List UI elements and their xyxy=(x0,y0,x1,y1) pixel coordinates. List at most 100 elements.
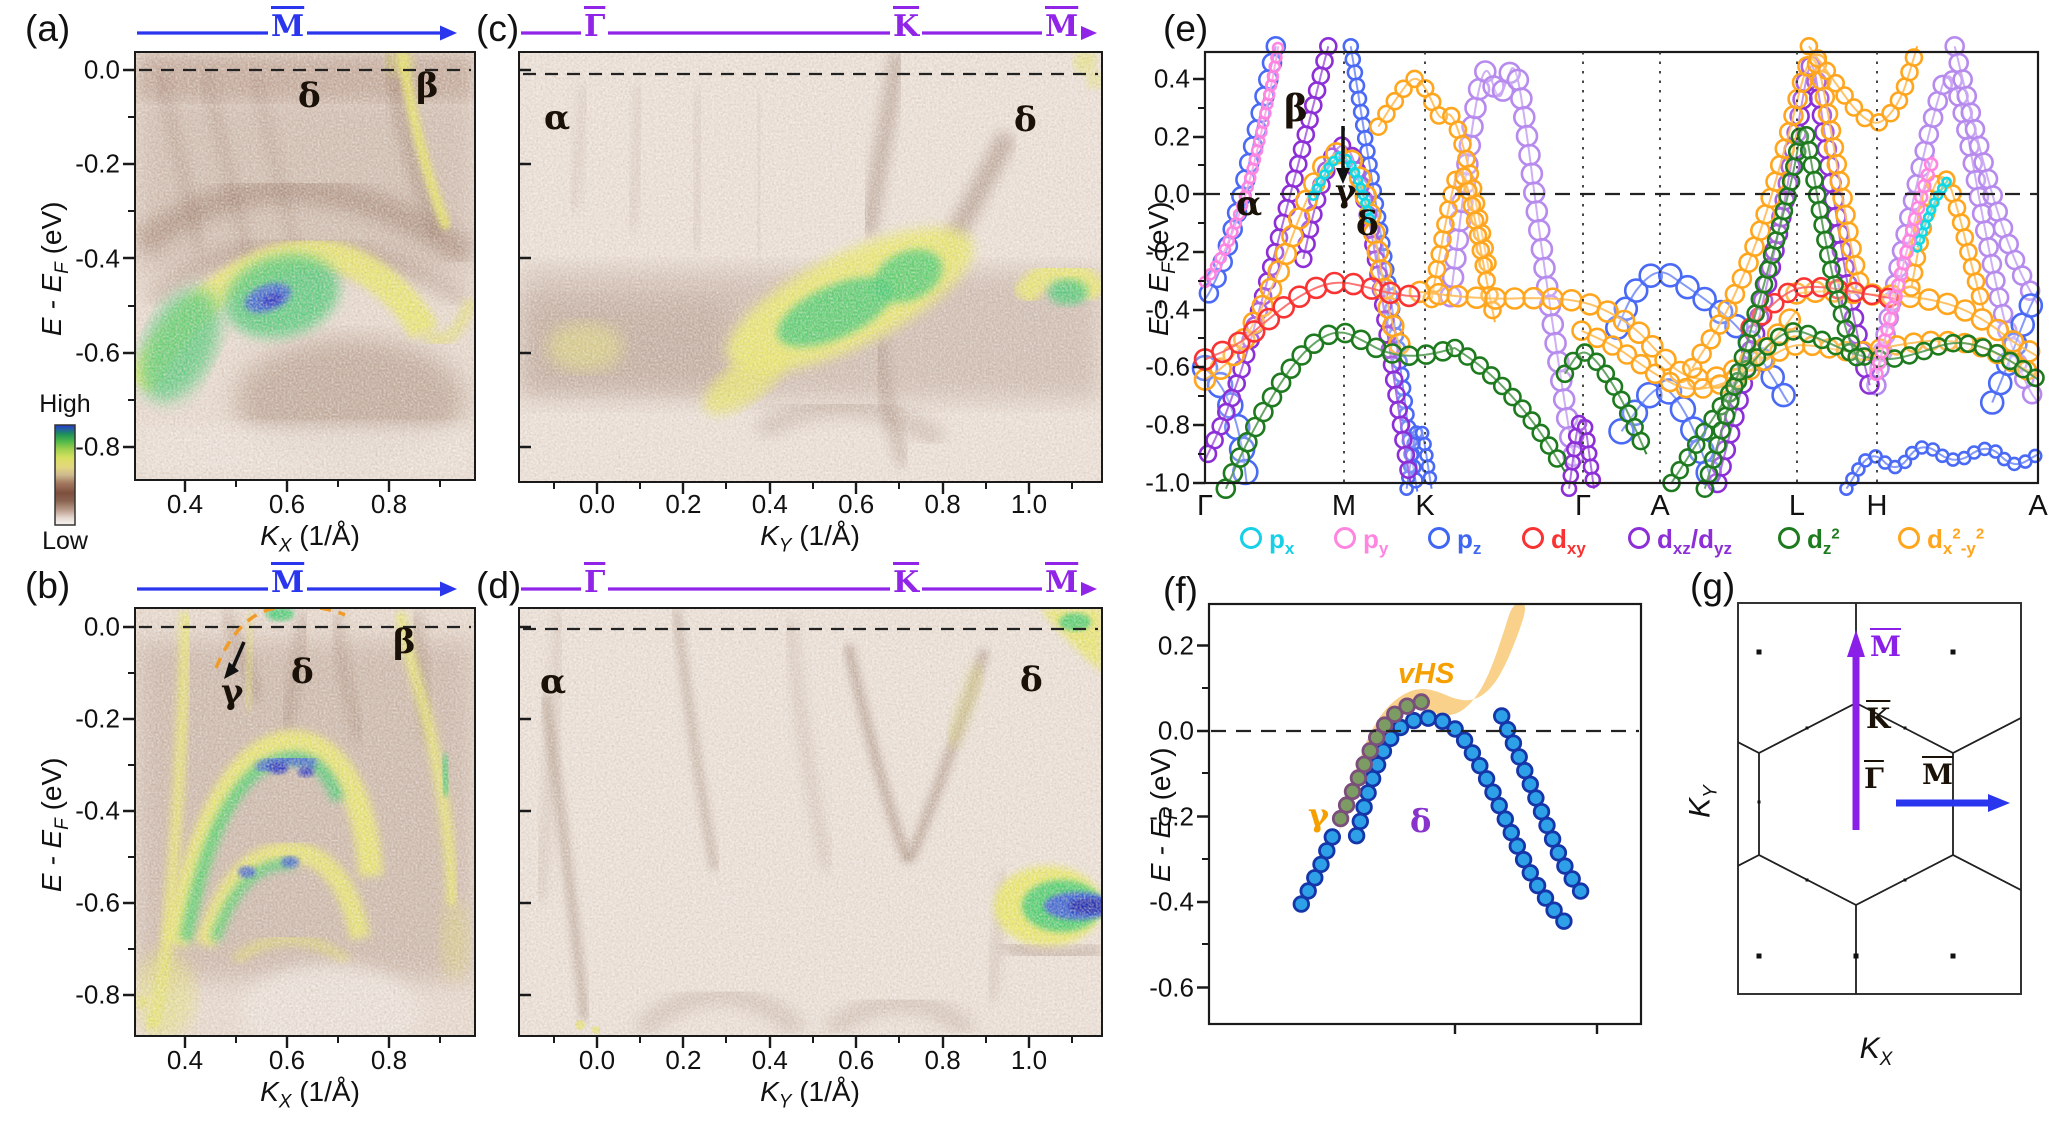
panel-b-map xyxy=(123,581,476,1048)
legend-pz-icon xyxy=(1428,527,1450,549)
tick-label: 0.6 xyxy=(838,489,875,519)
tick-label: -0.8 xyxy=(75,431,120,462)
panel-e-alpha-label: α xyxy=(1236,184,1263,224)
tick-label: K xyxy=(1415,490,1435,522)
panel-e-letter: (e) xyxy=(1163,8,1209,49)
legend-dx2y2-icon xyxy=(1898,527,1920,549)
colorbar-low-label: Low xyxy=(42,527,88,555)
panel-c-arrow-k: K xyxy=(890,11,923,43)
panel-b-beta-label: β xyxy=(393,622,416,662)
panel-b-xlabel: KX (1/Å) xyxy=(260,1076,360,1113)
tick-label: 0.4 xyxy=(166,1045,204,1075)
tick-label: A xyxy=(2028,490,2048,522)
panel-f-chart xyxy=(1197,602,1643,1034)
tick-label: 0.4 xyxy=(751,1045,788,1075)
tick-label: -0.4 xyxy=(1149,886,1194,917)
panel-b-gamma-label: γ xyxy=(221,672,244,712)
tick-label: 0.0 xyxy=(578,1045,616,1075)
panel-g-gammabar-label: Γ xyxy=(1864,762,1884,795)
legend-px-icon xyxy=(1240,527,1262,549)
panel-c-arrow-gamma: Γ xyxy=(581,11,609,43)
panel-a-letter: (a) xyxy=(25,8,71,49)
tick-label: Γ xyxy=(1197,490,1213,522)
panel-g-mbar-top-label: M xyxy=(1870,630,1901,663)
panel-g-ylabel: KY xyxy=(1683,785,1722,818)
panel-a-beta-label: β xyxy=(416,66,439,106)
tick-label: -0.6 xyxy=(75,887,120,918)
tick-label: 0.2 xyxy=(665,489,702,519)
tick-label: 0.2 xyxy=(665,1045,702,1075)
panel-d-arrow-m: M xyxy=(1042,567,1082,599)
panel-f-gamma-label: γ xyxy=(1308,796,1330,834)
tick-label: 0.8 xyxy=(924,1045,961,1075)
tick-label: -0.4 xyxy=(75,795,120,826)
panel-d-alpha-label: α xyxy=(540,662,567,702)
panel-d-arrow-gamma: Γ xyxy=(581,567,609,599)
legend-dz2: dz2 xyxy=(1778,524,1840,559)
panel-g-mbar-right-label: M xyxy=(1922,758,1953,791)
legend-px: px xyxy=(1240,524,1294,559)
panel-d-map xyxy=(518,581,1103,1048)
panel-a-arrow-label: M xyxy=(268,11,308,43)
tick-label: -0.6 xyxy=(1145,351,1190,382)
panel-b-arrow-label: M xyxy=(268,567,308,599)
tick-label: -0.2 xyxy=(1149,801,1194,831)
tick-label: 0.6 xyxy=(268,489,306,519)
tick-label: 0.0 xyxy=(1157,715,1194,746)
tick-label: 0.4 xyxy=(1153,63,1190,94)
tick-label: 0.0 xyxy=(578,489,616,519)
panel-c-delta-label: δ xyxy=(1014,100,1037,140)
panel-a-delta-label: δ xyxy=(298,76,321,116)
panel-e-beta-label: β xyxy=(1284,88,1308,130)
legend-dxzyz-icon xyxy=(1628,527,1650,549)
legend-pz: pz xyxy=(1428,524,1481,559)
tick-label: 0.4 xyxy=(751,489,788,519)
panel-f-delta-label: δ xyxy=(1410,802,1432,840)
tick-label: 0.8 xyxy=(924,489,961,519)
tick-label: -0.6 xyxy=(1149,972,1194,1002)
panel-a-xlabel: KX (1/Å) xyxy=(260,520,360,557)
tick-label: Γ xyxy=(1575,490,1591,522)
panel-c-alpha-label: α xyxy=(544,98,571,138)
panel-d-letter: (d) xyxy=(476,565,522,606)
tick-label: -0.8 xyxy=(75,979,120,1010)
panel-d-arrow-k: K xyxy=(890,567,923,599)
tick-label: 0.0 xyxy=(83,54,120,85)
panel-b-delta-label: δ xyxy=(291,652,314,692)
legend-dz2-icon xyxy=(1778,527,1800,549)
panel-d-xlabel: KY (1/Å) xyxy=(760,1076,860,1113)
tick-label: H xyxy=(1866,490,1888,522)
tick-label: -0.2 xyxy=(75,148,120,179)
tick-label: A xyxy=(1650,490,1670,522)
tick-label: 0.2 xyxy=(1157,630,1194,660)
panel-c-xlabel: KY (1/Å) xyxy=(760,520,860,557)
tick-label: 0.6 xyxy=(268,1045,306,1075)
panel-e-gamma-label: γ xyxy=(1335,172,1357,210)
tick-label: -0.4 xyxy=(1145,294,1190,325)
tick-label: -0.6 xyxy=(75,337,120,368)
panel-e-bands xyxy=(1191,35,2045,500)
tick-label: 1.0 xyxy=(1010,489,1048,519)
tick-label: 0.6 xyxy=(838,1045,875,1075)
panel-b-letter: (b) xyxy=(25,565,71,606)
tick-label: 0.2 xyxy=(1153,121,1190,152)
tick-label: -1.0 xyxy=(1145,467,1190,498)
colorbar-high-label: High xyxy=(39,390,91,418)
legend-dxy-icon xyxy=(1522,527,1544,549)
legend-dx2y2: dx2-y2 xyxy=(1898,524,1984,559)
tick-label: 0.0 xyxy=(1153,178,1190,209)
tick-label: 0.8 xyxy=(370,489,408,519)
tick-label: L xyxy=(1788,490,1806,522)
panel-e-delta-label: δ xyxy=(1356,204,1379,244)
legend-py: py xyxy=(1334,524,1388,559)
tick-label: -0.2 xyxy=(75,703,120,734)
panel-c-letter: (c) xyxy=(476,8,520,49)
tick-label: 0.0 xyxy=(83,611,120,642)
panel-f-vhs-label: vHS xyxy=(1398,658,1455,690)
legend-dxy: dxy xyxy=(1522,524,1586,559)
panel-g-xlabel: KX xyxy=(1859,1032,1893,1070)
panel-g-bz xyxy=(1737,602,2022,995)
panel-f-letter: (f) xyxy=(1163,570,1198,611)
